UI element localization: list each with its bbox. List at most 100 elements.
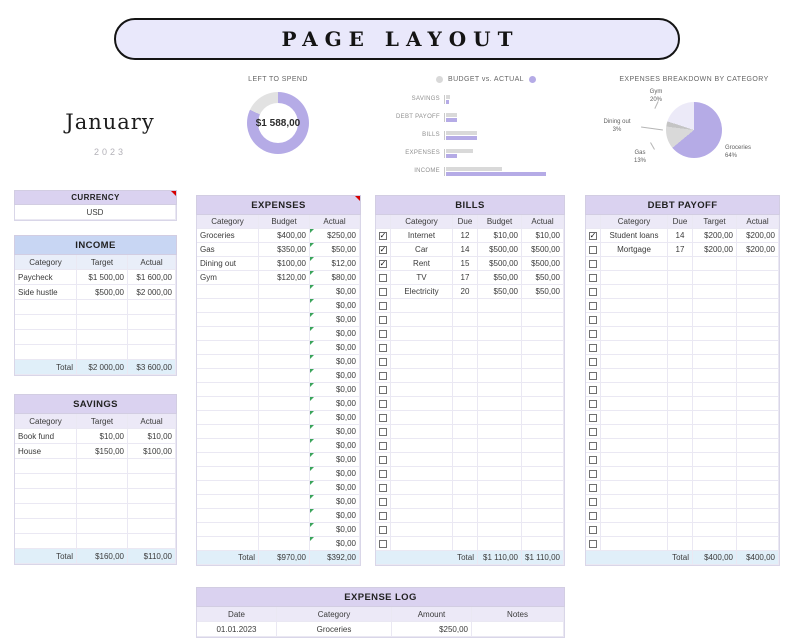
cell-category[interactable] — [391, 313, 453, 327]
cell-category[interactable] — [197, 509, 259, 523]
cell-target[interactable] — [77, 330, 128, 345]
cell-actual[interactable]: $0,00 — [310, 425, 360, 439]
cell-category[interactable] — [601, 495, 668, 509]
checkbox-unchecked[interactable] — [589, 497, 597, 506]
cell-category[interactable] — [15, 315, 77, 330]
checkbox-unchecked[interactable] — [589, 427, 597, 436]
checkbox-unchecked[interactable] — [589, 511, 597, 520]
cell-category[interactable]: Gym — [197, 271, 259, 285]
cell-category[interactable] — [197, 397, 259, 411]
checkbox-unchecked[interactable] — [379, 525, 387, 534]
cell-actual[interactable]: $0,00 — [310, 397, 360, 411]
cell-budget[interactable]: $400,00 — [259, 229, 310, 243]
cell-category[interactable] — [601, 453, 668, 467]
cell-actual[interactable]: $0,00 — [310, 355, 360, 369]
checkbox-unchecked[interactable] — [379, 441, 387, 450]
cell-actual[interactable] — [737, 495, 779, 509]
cell-actual[interactable] — [737, 313, 779, 327]
cell-actual[interactable] — [737, 369, 779, 383]
cell-actual[interactable] — [737, 341, 779, 355]
cell-actual[interactable]: $0,00 — [310, 439, 360, 453]
cell-actual[interactable] — [128, 315, 176, 330]
cell-budget[interactable]: $500,00 — [478, 243, 522, 257]
cell-category[interactable] — [601, 285, 668, 299]
cell-category[interactable]: Mortgage — [601, 243, 668, 257]
cell-category[interactable] — [601, 257, 668, 271]
cell-budget[interactable] — [693, 355, 737, 369]
cell-category[interactable] — [197, 425, 259, 439]
cell-target[interactable] — [77, 459, 128, 474]
cell-actual[interactable] — [737, 397, 779, 411]
cell-budget[interactable] — [693, 495, 737, 509]
cell-due[interactable] — [668, 411, 693, 425]
cell-budget[interactable] — [478, 425, 522, 439]
cell-budget[interactable] — [693, 383, 737, 397]
cell-actual[interactable]: $200,00 — [737, 229, 779, 243]
cell-budget[interactable] — [693, 411, 737, 425]
cell-budget[interactable] — [478, 495, 522, 509]
cell-actual[interactable] — [737, 537, 779, 551]
cell-actual[interactable] — [522, 453, 564, 467]
cell-budget[interactable] — [478, 355, 522, 369]
cell-category[interactable] — [197, 495, 259, 509]
cell-target[interactable]: $10,00 — [77, 429, 128, 444]
cell-category[interactable]: Side hustle — [15, 285, 77, 300]
cell-budget[interactable] — [693, 537, 737, 551]
cell-actual[interactable] — [522, 411, 564, 425]
cell-actual[interactable] — [128, 534, 176, 549]
cell-budget[interactable] — [259, 383, 310, 397]
cell-target[interactable] — [77, 519, 128, 534]
checkbox-unchecked[interactable] — [379, 455, 387, 464]
cell-actual[interactable] — [128, 489, 176, 504]
checkbox-unchecked[interactable] — [379, 301, 387, 310]
cell-due[interactable] — [453, 509, 478, 523]
cell-budget[interactable] — [693, 425, 737, 439]
cell-actual[interactable]: $500,00 — [522, 257, 564, 271]
cell-category[interactable] — [197, 341, 259, 355]
cell-category[interactable]: TV — [391, 271, 453, 285]
cell-category[interactable] — [601, 509, 668, 523]
cell-category[interactable] — [15, 300, 77, 315]
checkbox-unchecked[interactable] — [589, 245, 597, 254]
cell-due[interactable]: 12 — [453, 229, 478, 243]
cell-budget[interactable] — [259, 537, 310, 551]
checkbox-unchecked[interactable] — [379, 287, 387, 296]
cell-budget[interactable]: $200,00 — [693, 243, 737, 257]
cell-category[interactable] — [391, 523, 453, 537]
cell-category[interactable] — [391, 509, 453, 523]
cell-due[interactable] — [453, 453, 478, 467]
cell-actual[interactable]: $0,00 — [310, 467, 360, 481]
cell-actual[interactable] — [522, 537, 564, 551]
checkbox-unchecked[interactable] — [589, 455, 597, 464]
cell-actual[interactable] — [737, 523, 779, 537]
cell-category[interactable] — [391, 439, 453, 453]
cell-category[interactable]: Dining out — [197, 257, 259, 271]
cell-due[interactable] — [453, 341, 478, 355]
cell-due[interactable] — [668, 299, 693, 313]
cell-budget[interactable] — [693, 341, 737, 355]
cell-category[interactable] — [601, 439, 668, 453]
cell-category[interactable] — [197, 355, 259, 369]
cell-due[interactable] — [453, 299, 478, 313]
checkbox-checked[interactable]: ✓ — [379, 258, 387, 268]
checkbox-unchecked[interactable] — [379, 371, 387, 380]
cell-category[interactable] — [391, 355, 453, 369]
cell-actual[interactable]: $0,00 — [310, 495, 360, 509]
checkbox-unchecked[interactable] — [379, 469, 387, 478]
checkbox-unchecked[interactable] — [589, 469, 597, 478]
cell-budget[interactable] — [478, 383, 522, 397]
cell-actual[interactable]: $0,00 — [310, 285, 360, 299]
cell-budget[interactable] — [478, 369, 522, 383]
cell-actual[interactable]: $80,00 — [310, 271, 360, 285]
cell-category[interactable] — [391, 495, 453, 509]
cell-category[interactable] — [197, 537, 259, 551]
cell-category[interactable] — [197, 383, 259, 397]
cell-actual[interactable]: $200,00 — [737, 243, 779, 257]
cell-due[interactable] — [453, 313, 478, 327]
cell-budget[interactable] — [259, 397, 310, 411]
checkbox-unchecked[interactable] — [379, 343, 387, 352]
cell-budget[interactable] — [693, 299, 737, 313]
cell-actual[interactable] — [522, 299, 564, 313]
cell-budget[interactable] — [478, 341, 522, 355]
cell-actual[interactable] — [737, 355, 779, 369]
